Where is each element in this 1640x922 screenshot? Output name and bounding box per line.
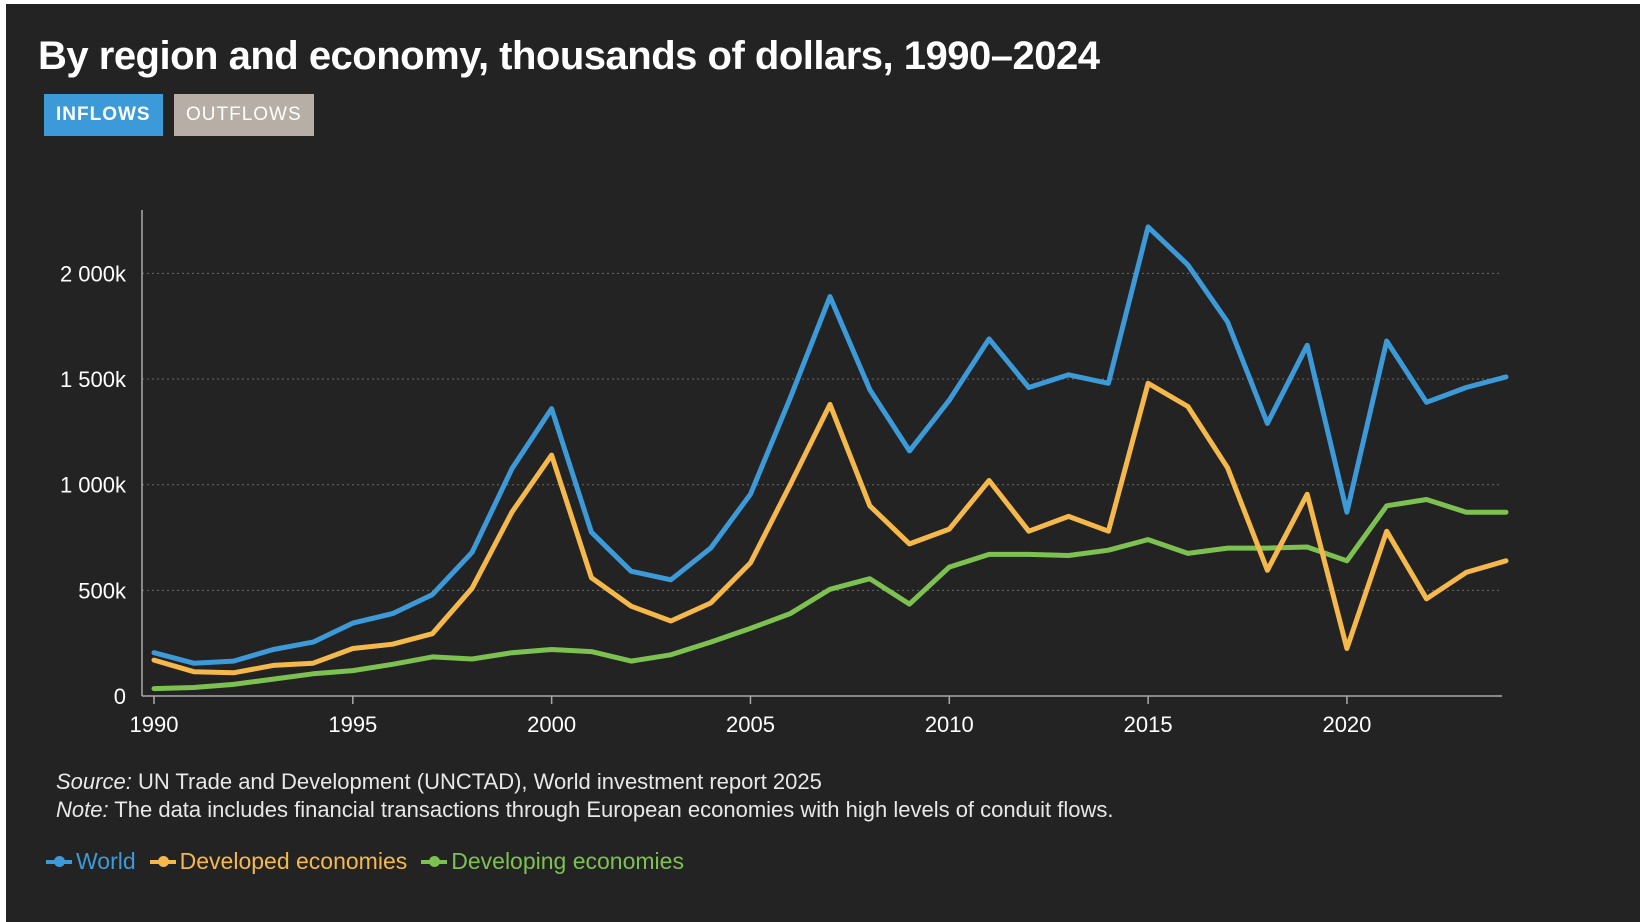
y-tick-label: 1 500k xyxy=(60,367,127,392)
legend-item-world[interactable]: World xyxy=(46,848,136,875)
chart-notes: Source: UN Trade and Development (UNCTAD… xyxy=(56,768,1113,824)
source-line: Source: UN Trade and Development (UNCTAD… xyxy=(56,768,1113,796)
x-tick-label: 2020 xyxy=(1322,712,1371,737)
source-text: UN Trade and Development (UNCTAD), World… xyxy=(131,769,822,794)
legend-marker-world xyxy=(46,855,72,867)
chart-legend: World Developed economies Developing eco… xyxy=(46,848,684,875)
legend-marker-developing xyxy=(421,855,448,867)
y-tick-label: 500k xyxy=(78,578,127,603)
legend-item-developing[interactable]: Developing economies xyxy=(421,848,684,875)
y-tick-label: 2 000k xyxy=(60,261,127,286)
y-tick-label: 1 000k xyxy=(60,473,127,498)
chart-card: By region and economy, thousands of doll… xyxy=(6,4,1640,922)
series-line-world xyxy=(151,224,1509,666)
legend-label-world: World xyxy=(76,848,136,874)
note-text: The data includes financial transactions… xyxy=(108,797,1114,822)
x-tick-label: 2005 xyxy=(726,712,775,737)
y-tick-label: 0 xyxy=(114,684,126,709)
source-label: Source: xyxy=(56,769,132,794)
series-line-developing xyxy=(151,497,1509,692)
chart-title: By region and economy, thousands of doll… xyxy=(38,34,1100,78)
x-tick-label: 1990 xyxy=(130,712,179,737)
note-label: Note: xyxy=(56,797,109,822)
legend-item-developed[interactable]: Developed economies xyxy=(149,848,408,875)
x-tick-label: 2000 xyxy=(527,712,576,737)
tab-outflows[interactable]: OUTFLOWS xyxy=(174,94,314,136)
note-line: Note: The data includes financial transa… xyxy=(56,796,1113,824)
legend-marker-developed xyxy=(149,855,176,867)
tab-inflows[interactable]: INFLOWS xyxy=(44,94,163,136)
x-tick-label: 1995 xyxy=(328,712,377,737)
x-tick-label: 2015 xyxy=(1124,712,1173,737)
legend-label-developed: Developed economies xyxy=(179,848,408,874)
x-tick-label: 2010 xyxy=(925,712,974,737)
legend-label-developing: Developing economies xyxy=(451,848,684,874)
series-line-developed xyxy=(151,380,1509,676)
line-chart: 0 500k 1 000k 1 500k 2 000k 1990 1995 2000 2005 2… xyxy=(60,210,1509,737)
